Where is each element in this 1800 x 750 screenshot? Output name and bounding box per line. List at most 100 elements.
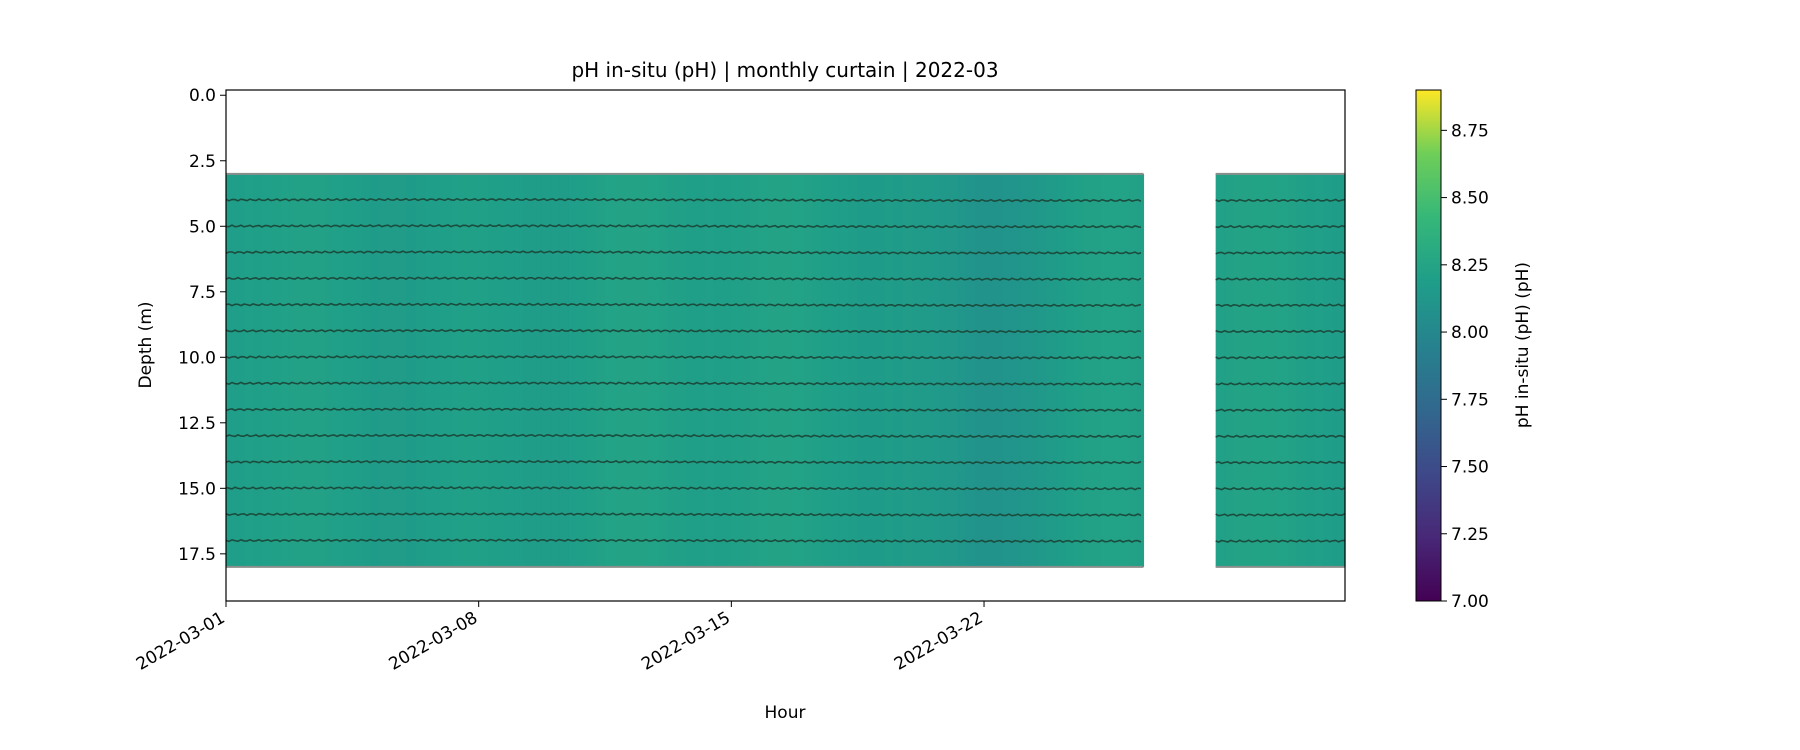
curtain-cell	[487, 173, 498, 567]
curtain-cell	[902, 173, 913, 567]
curtain-cell	[586, 173, 597, 567]
x-tick-label: 2022-03-15	[638, 608, 734, 675]
y-tick-label: 12.5	[178, 414, 216, 434]
curtain-cell	[541, 173, 552, 567]
curtain-cell	[469, 173, 480, 567]
curtain-cell	[271, 173, 281, 567]
curtain-cell	[776, 173, 787, 567]
curtain-cell	[334, 173, 344, 567]
curtain-cell	[1056, 173, 1066, 567]
y-tick-label: 17.5	[178, 545, 216, 565]
curtain-cell	[1083, 173, 1093, 567]
sensor-depth-line	[225, 407, 1142, 412]
curtain-cell	[433, 173, 444, 567]
curtain-cell	[298, 173, 308, 567]
curtain-cell	[397, 173, 408, 567]
curtain-cell	[1074, 173, 1084, 567]
curtain-cell	[1251, 173, 1262, 567]
curtain-cell	[920, 173, 931, 567]
sensor-depth-line	[1215, 198, 1345, 203]
sensor-depth-line	[1215, 224, 1345, 229]
colorbar-axis: 7.00 7.25 7.50 7.75 8.00 8.25 8.50 8.75	[1441, 121, 1489, 612]
colorbar-tick-label: 7.50	[1451, 458, 1489, 478]
curtain-cell	[984, 173, 994, 567]
curtain-cell	[1269, 173, 1280, 567]
curtain-cell	[1323, 173, 1334, 567]
curtain-cell	[325, 173, 335, 567]
curtain-cell	[641, 173, 651, 567]
curtain-cell	[406, 173, 417, 567]
curtain-cell	[1296, 173, 1307, 567]
curtain-cell	[803, 173, 814, 567]
curtain-cell	[911, 173, 922, 567]
curtain-cell	[1215, 173, 1226, 567]
curtain-cell	[442, 173, 453, 567]
curtain-cell	[379, 173, 390, 567]
curtain-cell	[370, 173, 381, 567]
curtain-cell	[821, 173, 832, 567]
curtain-cell	[577, 173, 588, 567]
sensor-depth-line	[225, 538, 1142, 543]
curtain-cell	[253, 173, 263, 567]
sensor-depth-line	[1215, 434, 1345, 439]
sensor-depth-line	[1215, 486, 1346, 491]
curtain-cell	[559, 173, 570, 567]
curtain-cell	[1233, 173, 1244, 567]
curtain-cell	[704, 173, 714, 567]
plot-frame	[225, 89, 1346, 602]
curtain-cell	[993, 173, 1003, 567]
curtain-cell	[875, 173, 886, 567]
y-tick-label: 7.5	[189, 283, 216, 303]
curtain-cell	[956, 173, 967, 567]
curtain-cell	[812, 173, 823, 567]
curtain-cell	[1287, 173, 1298, 567]
curtain-cell	[740, 173, 750, 567]
curtain-cell	[235, 173, 245, 567]
curtain-cell	[568, 173, 579, 567]
curtain-cell	[686, 173, 696, 567]
sensor-depth-line	[225, 355, 1142, 360]
sensor-depth-line	[225, 459, 1142, 465]
sensor-depth-line	[1215, 303, 1345, 308]
sensor-depth-line	[1215, 277, 1345, 281]
sensor-depth-line	[225, 381, 1142, 386]
chart-title: pH in-situ (pH) | monthly curtain | 2022…	[571, 58, 998, 82]
sensor-depth-line	[1215, 355, 1345, 360]
curtain-cell	[280, 173, 290, 567]
curtain-cell	[1332, 173, 1343, 567]
y-tick-label: 10.0	[178, 348, 216, 368]
sensor-depth-line	[1215, 408, 1346, 412]
curtain-cell	[478, 173, 489, 567]
curtain-cell	[532, 173, 543, 567]
curtain-cell	[830, 173, 841, 567]
sensor-depth-line	[225, 433, 1142, 439]
curtain-cell	[1305, 173, 1316, 567]
colorbar-tick-label: 7.00	[1451, 592, 1489, 612]
curtain-cell	[550, 173, 561, 567]
curtain-cell	[893, 173, 904, 567]
curtain-cell	[677, 173, 687, 567]
curtain-cell	[1029, 173, 1039, 567]
curtain-cell	[352, 173, 362, 567]
curtain-cell	[1260, 173, 1271, 567]
plot-area	[225, 172, 1346, 568]
curtain-cell	[523, 173, 534, 567]
y-tick-label: 15.0	[178, 479, 216, 499]
curtain-cell	[1119, 173, 1130, 567]
curtain-cell	[975, 173, 985, 567]
colorbar-tick-label: 8.25	[1451, 256, 1489, 276]
curtain-cell	[289, 173, 299, 567]
curtain-cell	[668, 173, 678, 567]
curtain-cell	[1242, 173, 1253, 567]
curtain-cell	[749, 173, 760, 567]
curtain-cell	[1011, 173, 1021, 567]
curtain-cell	[595, 173, 606, 567]
curtain-cell	[938, 173, 949, 567]
curtain-cell	[1092, 173, 1102, 567]
curtain-cell	[695, 173, 705, 567]
sensor-depth-line	[1215, 329, 1346, 334]
sensor-depth-line	[225, 486, 1142, 491]
curtain-cell	[623, 173, 633, 567]
curtain-segment	[1215, 172, 1346, 568]
